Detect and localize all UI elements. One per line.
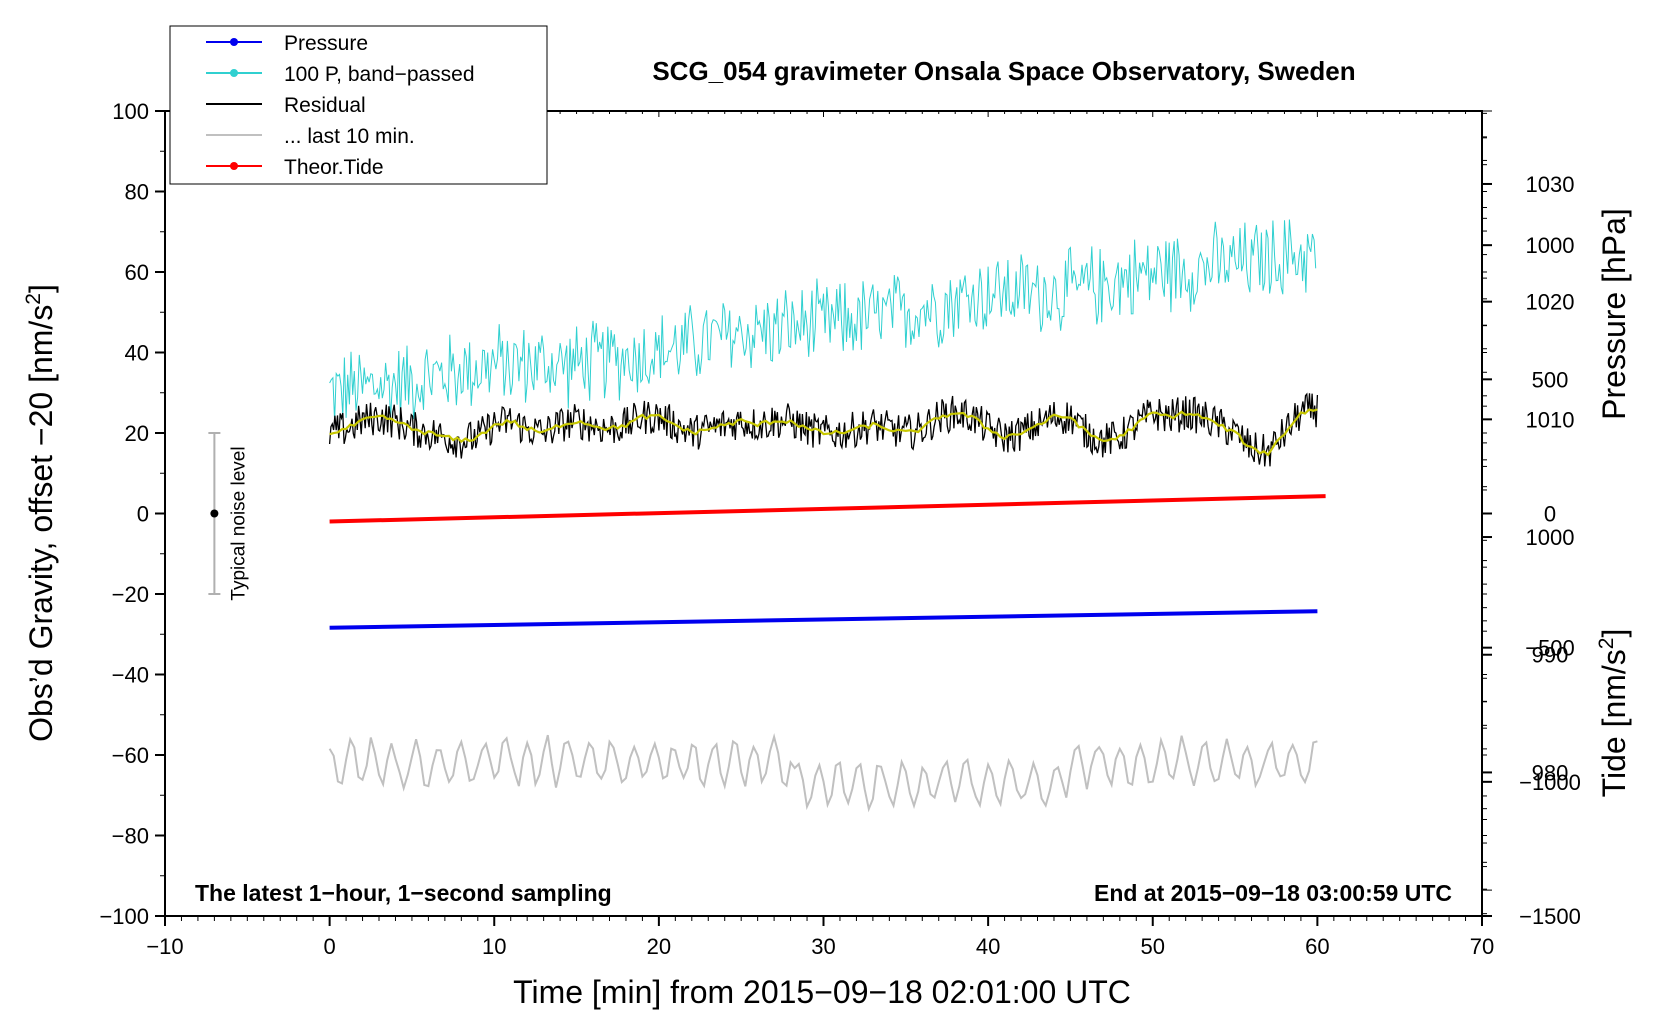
y-tick-label: 60 <box>125 260 149 285</box>
axis-tick-labels: −10 0 10 20 30 40 50 60 70100806040200−20−40−60−… <box>99 99 1580 959</box>
y-axis-title-tide-close: ] <box>1596 629 1632 638</box>
last-10-min-line <box>328 732 1318 813</box>
legend-marker <box>230 162 238 170</box>
tide-tick-label: 500 <box>1532 367 1569 392</box>
y-tick-label: 80 <box>125 180 149 205</box>
pressure-tick-label: 980 <box>1532 760 1569 785</box>
x-tick-label: 50 <box>1141 934 1165 959</box>
y-tick-label: 0 <box>137 502 149 527</box>
x-tick-label: 40 <box>976 934 1000 959</box>
legend: Pressure 100 P, band−passed Residual ... la… <box>169 25 548 185</box>
pressure-line <box>329 609 1318 630</box>
y-tick-label: 40 <box>125 341 149 366</box>
y-tick-label: 20 <box>125 421 149 446</box>
y-axis-title-left: Obs’d Gravity, offset −20 [nm/s2] <box>22 284 59 742</box>
legend-label: Pressure <box>284 32 368 55</box>
tide-tick-label: 1000 <box>1526 233 1575 258</box>
x-tick-label: 30 <box>811 934 835 959</box>
y-axis-title-left-main: Obs’d Gravity, offset −20 [nm/s <box>23 305 59 742</box>
typical-noise-level-bar: Typical noise level <box>208 432 249 601</box>
y-axis-title-tide: Tide [nm/s2] <box>1595 629 1632 798</box>
y-axis-title-left-sup: 2 <box>22 293 45 305</box>
legend-entries: Pressure 100 P, band−passed Residual ... la… <box>206 32 475 179</box>
tide-tick-label: −1500 <box>1519 904 1581 929</box>
bandpassed-pressure-line <box>329 219 1317 422</box>
legend-marker <box>230 69 238 77</box>
pressure-tick-label: 1030 <box>1526 172 1575 197</box>
x-tick-label: 20 <box>647 934 671 959</box>
x-tick-label: −10 <box>146 934 183 959</box>
y-tick-label: −80 <box>112 824 149 849</box>
y-axis-title-pressure: Pressure [hPa] <box>1596 208 1632 420</box>
x-tick-label: 70 <box>1470 934 1494 959</box>
pressure-tick-label: 1010 <box>1526 407 1575 432</box>
x-axis-title: Time [min] from 2015−09−18 02:01:00 UTC <box>513 974 1131 1010</box>
typical-noise-level-label: Typical noise level <box>228 446 249 600</box>
chart-title: SCG_054 gravimeter Onsala Space Observat… <box>652 56 1355 86</box>
legend-label: Residual <box>284 94 366 117</box>
tide-tick-label: −1000 <box>1519 770 1581 795</box>
residual-line <box>328 392 1319 467</box>
y-tick-label: −60 <box>112 743 149 768</box>
annotation-end-time: End at 2015−09−18 03:00:59 UTC <box>1094 880 1452 906</box>
tide-tick-label: 0 <box>1544 502 1556 527</box>
pressure-tick-label: 1020 <box>1526 290 1575 315</box>
pressure-tick-label: 990 <box>1532 643 1569 668</box>
legend-label: Theor.Tide <box>284 156 384 179</box>
legend-label: ... last 10 min. <box>284 125 415 148</box>
theoretical-tide-line <box>329 494 1326 524</box>
x-tick-label: 10 <box>482 934 506 959</box>
y-tick-label: −40 <box>112 663 149 688</box>
axis-ticks <box>155 110 1492 926</box>
y-axis-title-tide-sup: 2 <box>1595 638 1618 650</box>
tide-tick-label: −500 <box>1525 636 1575 661</box>
annotation-sampling: The latest 1−hour, 1−second sampling <box>195 880 612 906</box>
y-tick-label: 100 <box>112 99 149 124</box>
y-axis-title-left-close: ] <box>23 284 59 293</box>
y-tick-label: −100 <box>99 904 149 929</box>
x-tick-label: 0 <box>324 934 336 959</box>
pressure-tick-label: 1000 <box>1526 525 1575 550</box>
y-axis-title-tide-main: Tide [nm/s <box>1596 649 1632 797</box>
y-tick-label: −20 <box>112 582 149 607</box>
noise-center-dot <box>210 509 219 518</box>
x-tick-label: 60 <box>1305 934 1329 959</box>
legend-marker <box>230 38 238 46</box>
residual-smoothed-line <box>329 408 1318 457</box>
legend-label: 100 P, band−passed <box>284 63 475 86</box>
